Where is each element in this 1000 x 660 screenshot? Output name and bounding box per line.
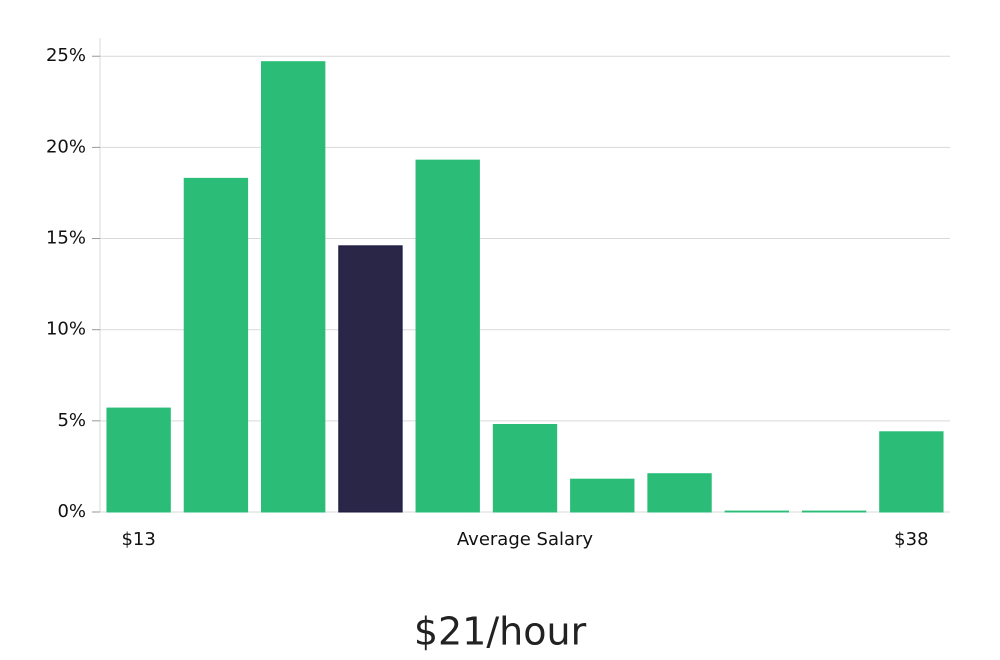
bar [183,177,249,513]
y-tick-label: 10% [46,319,86,340]
bar [338,245,403,513]
bar [570,478,635,513]
x-axis-label: Average Salary [457,529,594,550]
bar [801,510,867,513]
y-tick-label: 25% [46,45,86,66]
x-tick-label: $13 [121,529,155,550]
y-tick-label: 15% [46,228,86,249]
y-tick-label: 20% [46,136,86,157]
bar [647,473,712,513]
bar [724,510,789,513]
footer-value: $21/hour [414,610,587,654]
y-tick-label: 5% [57,410,86,431]
bar [879,431,944,513]
bar [415,159,480,513]
bar [492,423,558,513]
bar [261,61,326,513]
bar [106,407,171,513]
y-tick-label: 0% [57,501,86,522]
x-tick-label: $38 [894,529,928,550]
